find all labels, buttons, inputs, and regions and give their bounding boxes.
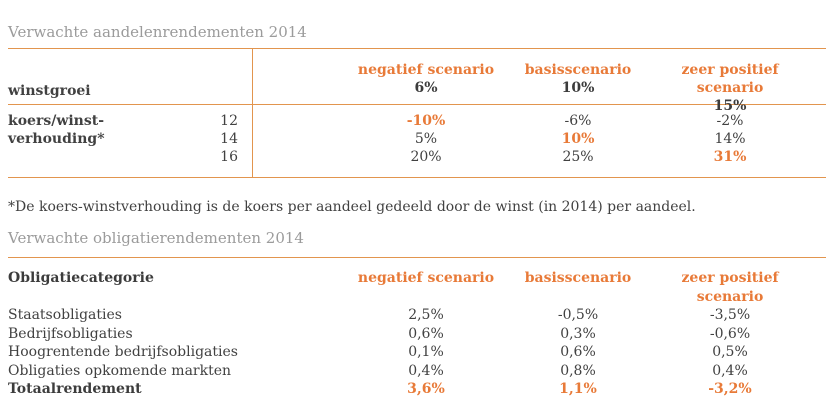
row-axis-label: winstgroei xyxy=(8,83,91,99)
cell-pe16-positive: 31% xyxy=(713,149,747,165)
cell-pe12-negative: -10% xyxy=(406,113,446,129)
column-base-values: -6% 10% 25% xyxy=(502,112,654,166)
equity-table-title: Verwachte aandelenrendementen 2014 xyxy=(8,23,307,41)
equity-table-header-row: winstgroei negatief scenario 6% basissce… xyxy=(8,49,826,114)
bond-scenario-header-base: basisscenario xyxy=(524,270,632,286)
table-row: Staatsobligaties 2,5% -0,5% -3,5% xyxy=(8,307,751,323)
cell-pe12-base: -6% xyxy=(564,113,592,129)
table-row: Hoogrentende bedrijfsobligaties 0,1% 0,6… xyxy=(8,344,748,360)
bond-table-title: Verwachte obligatierendementen 2014 xyxy=(8,229,304,247)
scenario-header-negative: negatief scenario 6% xyxy=(350,49,502,104)
cell-pe12-positive: -2% xyxy=(716,113,744,129)
table-row: Obligaties opkomende markten 0,4% 0,8% 0… xyxy=(8,362,748,379)
bond-table-header-row: Obligatiecategorie negatief scenario bas… xyxy=(8,269,826,306)
cell-pe14-base: 10% xyxy=(561,131,595,147)
cell-pe16-base: 25% xyxy=(562,149,594,165)
cell-pe16-negative: 20% xyxy=(410,149,442,165)
scenario-header-positive: zeer positief scenario 15% xyxy=(654,49,806,114)
bond-scenario-header-negative: negatief scenario xyxy=(357,270,495,286)
equity-table-body: koers/winst- verhouding* 12 14 16 -10% 5… xyxy=(8,105,826,177)
bond-category-header: Obligatiecategorie xyxy=(8,270,154,286)
column-positive-values: -2% 14% 31% xyxy=(654,112,806,166)
col-axis-label: koers/winst- verhouding* xyxy=(8,113,105,147)
column-negative-values: -10% 5% 20% xyxy=(350,112,502,166)
total-return-row: Totaalrendement 3,6% 1,1% -3,2% xyxy=(8,381,752,397)
cell-pe14-negative: 5% xyxy=(414,131,438,147)
table-row: Bedrijfsobligaties 0,6% 0,3% -0,6% xyxy=(8,325,751,342)
growth-value-negative: 6% xyxy=(414,80,438,96)
pe-footnote: *De koers-winstverhouding is de koers pe… xyxy=(8,199,696,215)
equity-returns-table: winstgroei negatief scenario 6% basissce… xyxy=(8,48,826,178)
cell-pe14-positive: 14% xyxy=(714,131,746,147)
growth-value-positive: 15% xyxy=(713,98,747,114)
bond-returns-table: Obligatiecategorie negatief scenario bas… xyxy=(8,257,826,405)
bond-scenario-header-positive: zeer positief scenario xyxy=(681,270,779,305)
pe-ratio-values: 12 14 16 xyxy=(220,113,238,165)
growth-value-base: 10% xyxy=(561,80,595,96)
scenario-header-base: basisscenario 10% xyxy=(502,49,654,104)
